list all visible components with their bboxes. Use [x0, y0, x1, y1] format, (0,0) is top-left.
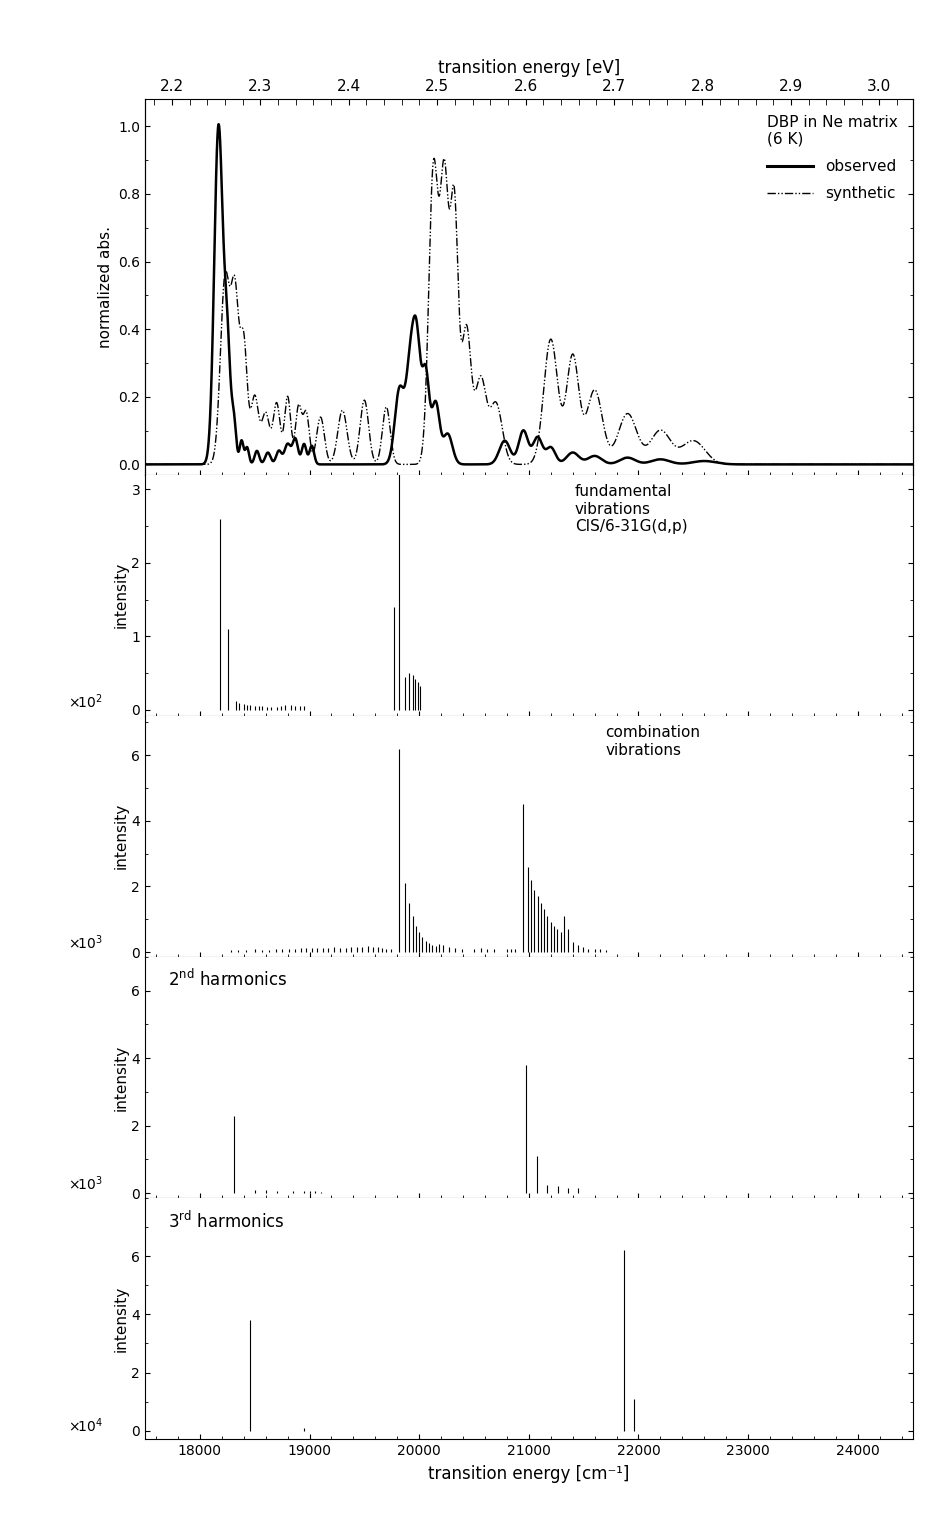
Y-axis label: intensity: intensity — [113, 804, 128, 869]
Text: $\times\!10^3$: $\times\!10^3$ — [68, 1175, 103, 1193]
Y-axis label: normalized abs.: normalized abs. — [97, 226, 112, 348]
X-axis label: transition energy [eV]: transition energy [eV] — [438, 58, 620, 76]
Text: $2^{\mathdefault{nd}}$ harmonics: $2^{\mathdefault{nd}}$ harmonics — [168, 969, 287, 990]
Text: $\times\!10^4$: $\times\!10^4$ — [68, 1416, 103, 1435]
Y-axis label: intensity: intensity — [113, 1045, 128, 1111]
Text: $\times\!10^2$: $\times\!10^2$ — [68, 692, 103, 711]
Text: $3^{\mathdefault{rd}}$ harmonics: $3^{\mathdefault{rd}}$ harmonics — [168, 1210, 285, 1232]
Y-axis label: intensity: intensity — [113, 562, 128, 628]
Text: combination
vibrations: combination vibrations — [606, 726, 700, 758]
Legend: observed, synthetic: observed, synthetic — [759, 107, 905, 209]
Text: fundamental
vibrations
CIS/6-31G(d,p): fundamental vibrations CIS/6-31G(d,p) — [575, 484, 688, 533]
Y-axis label: intensity: intensity — [113, 1285, 128, 1352]
X-axis label: transition energy [cm⁻¹]: transition energy [cm⁻¹] — [428, 1465, 630, 1484]
Text: $\times\!10^3$: $\times\!10^3$ — [68, 934, 103, 952]
